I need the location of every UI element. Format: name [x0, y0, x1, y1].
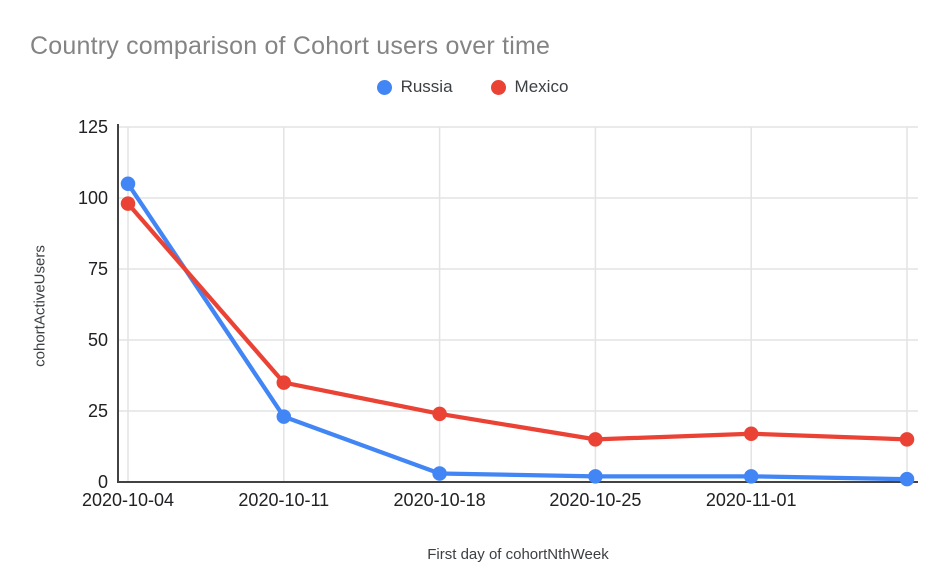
legend-label-mexico: Mexico: [514, 77, 569, 96]
y-axis-title: cohortActiveUsers: [31, 245, 49, 367]
legend-item-mexico: Mexico: [490, 77, 569, 97]
legend-swatch-icon: [376, 79, 392, 95]
series-line-russia: [125, 181, 910, 482]
data-point-russia-1: [276, 409, 292, 424]
y-tick-label: 75: [88, 259, 108, 279]
series-line-mexico: [125, 201, 910, 442]
data-point-russia-5: [899, 471, 915, 487]
data-point-russia-4: [743, 469, 759, 484]
data-point-russia-3: [588, 469, 603, 484]
y-tick-label: 125: [78, 117, 108, 137]
x-tick-label: 2020-10-04: [82, 490, 174, 510]
y-tick-label: 50: [88, 330, 108, 350]
legend-item-russia: Russia: [376, 77, 453, 97]
y-tick-label: 25: [88, 401, 108, 421]
y-tick-label: 100: [78, 188, 108, 208]
legend-swatch-icon: [490, 79, 506, 95]
y-tick-label: 0: [98, 472, 108, 492]
data-point-mexico-5: [899, 432, 915, 447]
data-point-mexico-4: [743, 426, 759, 441]
data-point-mexico-3: [588, 432, 603, 447]
x-axis-title: First day of cohortNthWeek: [427, 546, 609, 563]
data-point-russia-0: [120, 176, 136, 192]
x-tick-label: 2020-11-01: [706, 490, 797, 510]
x-tick-label: 2020-10-11: [238, 490, 329, 510]
x-tick-label: 2020-10-25: [549, 490, 641, 510]
chart-title: Country comparison of Cohort users over …: [30, 32, 551, 60]
data-point-mexico-0: [120, 196, 136, 211]
chart-legend: Russia Mexico: [0, 77, 945, 97]
data-point-mexico-1: [276, 375, 292, 390]
data-point-mexico-2: [432, 406, 447, 422]
legend-label-russia: Russia: [400, 77, 453, 96]
x-tick-label: 2020-10-18: [394, 490, 486, 510]
data-point-russia-2: [432, 466, 447, 481]
